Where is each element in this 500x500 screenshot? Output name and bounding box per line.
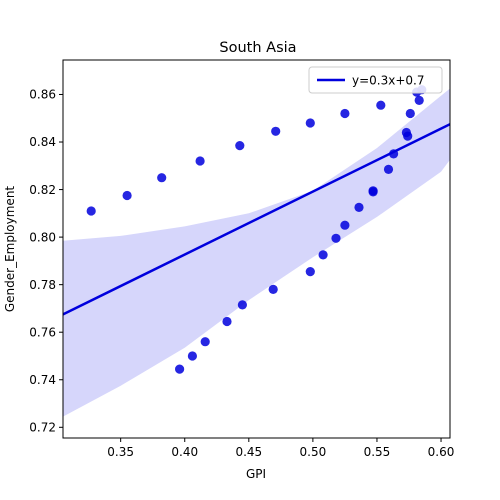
y-axis-ticks: 0.72 0.74 0.76 0.78 0.80 0.82 0.84 0.86 — [29, 88, 63, 435]
y-tick-label: 0.86 — [29, 88, 56, 102]
data-point — [414, 95, 424, 105]
y-tick-label: 0.82 — [29, 183, 56, 197]
data-point — [305, 267, 315, 277]
data-point — [157, 173, 167, 183]
y-tick-label: 0.78 — [29, 278, 56, 292]
data-point — [175, 364, 185, 374]
data-point — [235, 141, 245, 151]
data-point — [354, 202, 364, 212]
data-point — [86, 206, 96, 216]
axes-frame — [62, 59, 451, 439]
legend-box — [308, 66, 443, 94]
data-point — [271, 126, 281, 136]
data-point — [340, 108, 350, 119]
x-axis-label: GPI — [246, 467, 266, 481]
y-axis-label: Gender_Employment — [3, 186, 17, 313]
data-point — [376, 100, 386, 110]
data-point — [368, 186, 378, 196]
data-point — [222, 316, 232, 327]
x-tick-label: 0.60 — [428, 445, 455, 459]
y-tick-label: 0.74 — [29, 373, 56, 387]
y-tick-label: 0.72 — [29, 421, 56, 435]
data-point — [187, 351, 197, 361]
legend: y=0.3x+0.7 — [308, 66, 443, 94]
data-point — [200, 337, 210, 347]
data-point — [122, 190, 132, 201]
regression-line — [62, 123, 451, 316]
data-point — [268, 284, 278, 294]
x-tick-label: 0.45 — [235, 445, 262, 459]
x-tick-label: 0.50 — [300, 445, 327, 459]
data-point — [340, 220, 350, 230]
y-tick-label: 0.84 — [29, 135, 56, 149]
chart-title: South Asia — [219, 40, 296, 56]
x-axis-ticks: 0.35 0.40 0.45 0.50 0.55 0.60 — [107, 438, 454, 459]
x-tick-label: 0.40 — [171, 445, 198, 459]
legend-label: y=0.3x+0.7 — [352, 74, 424, 88]
data-point — [195, 156, 205, 166]
data-point — [403, 131, 413, 141]
data-point — [405, 108, 415, 119]
y-tick-label: 0.76 — [29, 325, 56, 339]
x-tick-label: 0.35 — [107, 445, 134, 459]
data-point — [305, 118, 315, 128]
data-point — [389, 149, 399, 159]
data-point — [383, 164, 394, 174]
plot-area — [62, 85, 451, 417]
y-tick-label: 0.80 — [29, 230, 56, 244]
data-point — [331, 233, 341, 243]
x-tick-label: 0.55 — [364, 445, 391, 459]
data-point — [318, 250, 328, 260]
data-point — [237, 300, 247, 310]
